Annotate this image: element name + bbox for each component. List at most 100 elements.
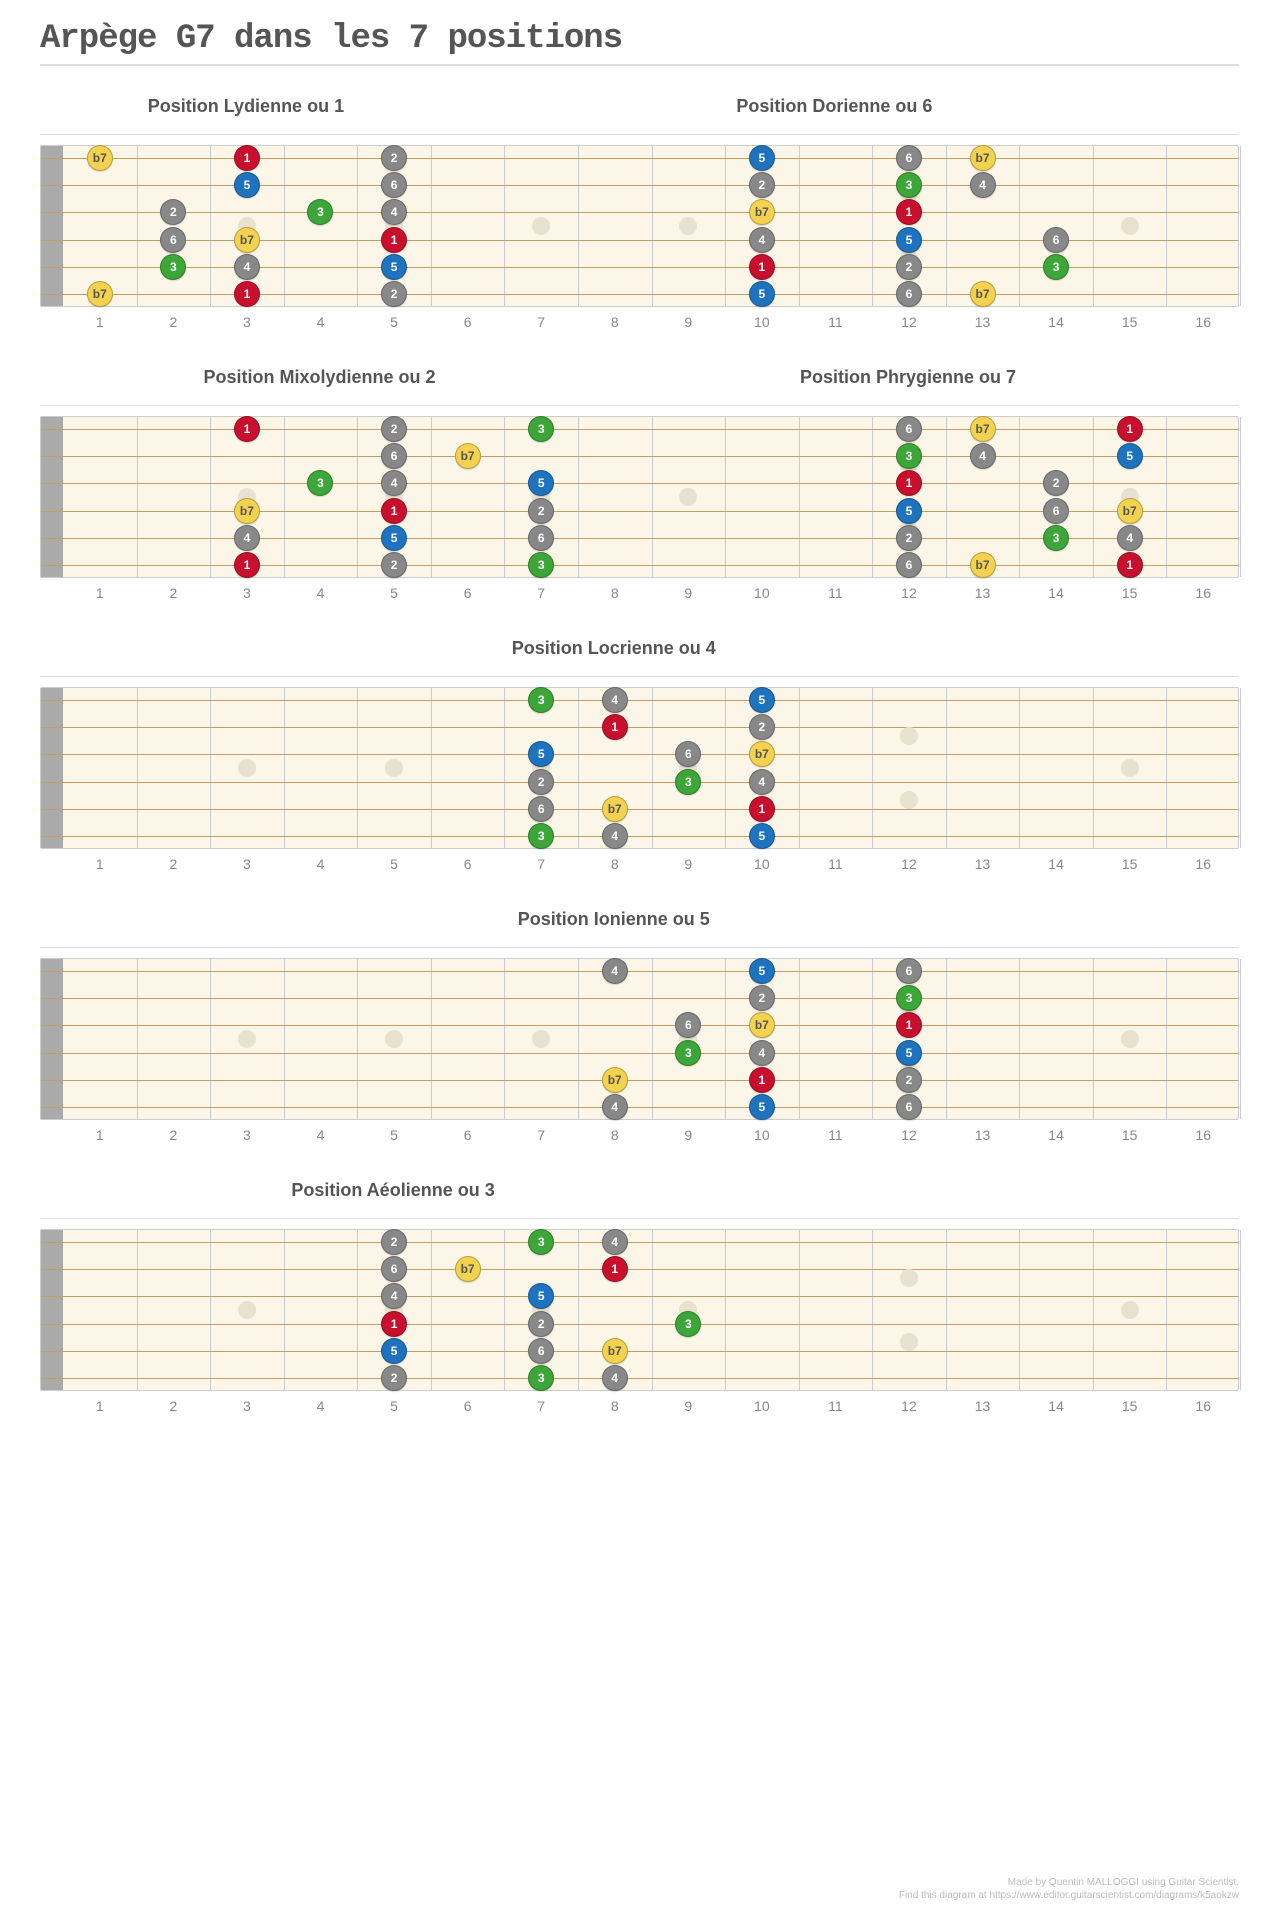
note-dot: 1 [234,145,260,171]
fret-line [1093,688,1094,848]
note-dot: 1 [749,254,775,280]
fret-number: 10 [754,585,770,601]
note-dot: 6 [1043,227,1069,253]
fret-line [1240,959,1241,1119]
fret-number: 1 [96,856,104,872]
fret-number: 7 [537,314,545,330]
fret-number: 3 [243,856,251,872]
fret-line [1019,417,1020,577]
note-dot: 6 [675,741,701,767]
inlay-dot [532,1030,550,1048]
note-dot: 3 [896,172,922,198]
fret-line [210,1230,211,1390]
note-dot: 3 [307,470,333,496]
fret-number: 5 [390,856,398,872]
note-dot: 6 [896,416,922,442]
string-line [41,1025,1238,1026]
note-dot: 6 [160,227,186,253]
note-dot: 5 [381,254,407,280]
fret-number: 7 [537,585,545,601]
note-dot: 2 [528,498,554,524]
note-dot: 6 [675,1012,701,1038]
diagram-title: Position Locrienne ou 4 [512,638,716,659]
footer: Made by Quentin MALLOGGI using Guitar Sc… [899,1876,1239,1902]
fret-line [1240,688,1241,848]
note-dot: 6 [1043,498,1069,524]
string-line [41,1269,1238,1270]
fret-number: 8 [611,585,619,601]
fret-number: 6 [464,585,472,601]
fret-line [1240,146,1241,306]
note-dot: 3 [528,687,554,713]
fret-line [799,417,800,577]
fret-line [725,146,726,306]
fret-line [946,417,947,577]
fret-number: 9 [684,856,692,872]
note-dot: 1 [602,714,628,740]
string-line [41,700,1238,701]
title-divider [40,64,1239,66]
fret-number: 12 [901,585,917,601]
diagram-title: Position Lydienne ou 1 [148,96,344,117]
note-dot: 5 [234,172,260,198]
fret-number: 5 [390,1398,398,1414]
fret-line [504,417,505,577]
diagram-title: Position Mixolydienne ou 2 [203,367,435,388]
fret-line [578,688,579,848]
fret-line [652,1230,653,1390]
fretboard: 123456789101112131415161236b7345b7124561… [40,416,1239,578]
fret-number: 14 [1048,856,1064,872]
fret-number: 1 [96,314,104,330]
fret-number: 1 [96,1127,104,1143]
fret-line [725,959,726,1119]
diagram-block: Position Locrienne ou 412345678910111213… [40,638,1239,849]
fret-number: 7 [537,1127,545,1143]
fret-number: 10 [754,314,770,330]
string-line [41,565,1238,566]
note-dot: 4 [602,1229,628,1255]
fret-line [431,417,432,577]
note-dot: 2 [749,172,775,198]
note-dot: 5 [749,958,775,984]
fret-number: 11 [828,1127,843,1143]
note-dot: 2 [896,1067,922,1093]
note-dot: 6 [528,525,554,551]
note-dot: 4 [1117,525,1143,551]
note-dot: 5 [381,525,407,551]
diagram-divider [40,676,1239,677]
inlay-dot [900,791,918,809]
fret-line [799,1230,800,1390]
fret-line [210,959,211,1119]
fret-line [872,959,873,1119]
fret-line [578,959,579,1119]
note-dot: b7 [749,1012,775,1038]
fret-line [210,688,211,848]
nut [41,417,63,577]
footer-line-2: Find this diagram at https://www.editor.… [899,1889,1239,1902]
fret-line [725,417,726,577]
fret-line [652,146,653,306]
fret-line [284,1230,285,1390]
fret-number: 4 [317,314,325,330]
note-dot: b7 [970,281,996,307]
note-dot: 2 [381,281,407,307]
fret-line [1166,1230,1167,1390]
fret-number: 3 [243,585,251,601]
fret-line [1093,417,1094,577]
string-line [41,998,1238,999]
fret-number: 12 [901,856,917,872]
note-dot: 6 [528,1338,554,1364]
diagram-divider [40,947,1239,948]
fret-line [1093,959,1094,1119]
fret-line [1166,959,1167,1119]
fret-number: 3 [243,1127,251,1143]
note-dot: b7 [749,741,775,767]
fret-number: 10 [754,1127,770,1143]
fret-line [137,1230,138,1390]
fret-line [137,146,138,306]
note-dot: 6 [381,443,407,469]
note-dot: 1 [896,1012,922,1038]
note-dot: 3 [528,416,554,442]
string-line [41,429,1238,430]
fret-number: 4 [317,585,325,601]
